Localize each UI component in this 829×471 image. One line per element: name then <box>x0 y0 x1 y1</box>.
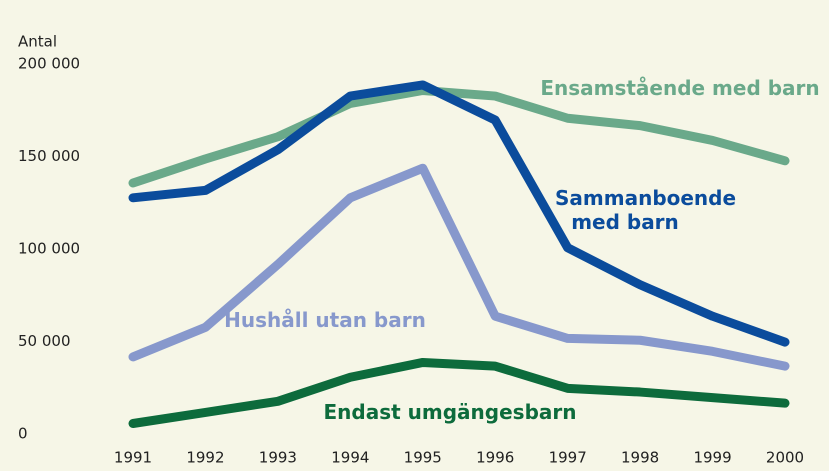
x-tick-label: 1994 <box>331 449 369 467</box>
x-tick-label: 1996 <box>476 449 514 467</box>
line <box>128 80 790 347</box>
y-tick-label: 200 000 <box>18 55 80 73</box>
x-tick-label: 1997 <box>549 449 587 467</box>
line <box>128 163 790 371</box>
line <box>128 86 790 188</box>
y-tick-label: 0 <box>18 425 28 443</box>
series-label: Sammanboende med barn <box>555 186 737 234</box>
x-tick-label: 1992 <box>186 449 224 467</box>
x-tick-label: 1995 <box>404 449 442 467</box>
y-tick-label: 100 000 <box>18 240 80 258</box>
series-label: Hushåll utan barn <box>224 308 426 332</box>
x-tick-label: 1999 <box>693 449 731 467</box>
series-label: Ensamstående med barn <box>540 76 820 100</box>
y-tick-label: 50 000 <box>18 332 71 350</box>
x-tick-label: 1993 <box>259 449 297 467</box>
x-tick-label: 1998 <box>621 449 659 467</box>
line <box>128 357 790 428</box>
x-tick-label: 1991 <box>114 449 152 467</box>
x-tick-label: 2000 <box>766 449 804 467</box>
series-label: Endast umgängesbarn <box>323 400 577 424</box>
y-tick-label: 150 000 <box>18 147 80 165</box>
y-axis-label: Antal <box>18 33 57 51</box>
